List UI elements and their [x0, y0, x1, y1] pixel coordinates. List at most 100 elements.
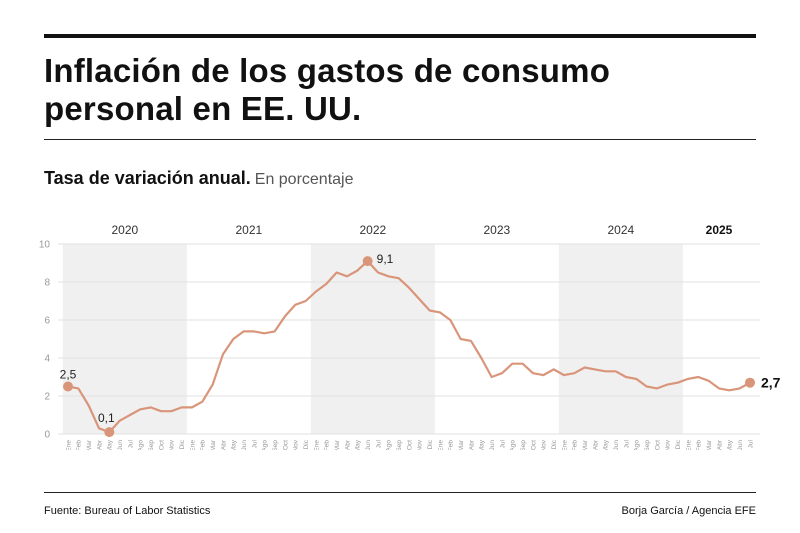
month-tick-label: Mar	[210, 439, 217, 450]
month-tick-label: Dic	[675, 439, 682, 449]
year-label: 2021	[235, 223, 262, 237]
month-tick-label: Ago	[138, 440, 145, 450]
year-band	[558, 244, 683, 434]
annotations: 2,5 0,1 9,1 2,7	[60, 252, 781, 438]
y-tick-label: 0	[44, 430, 50, 441]
month-tick-label: May	[603, 439, 610, 450]
month-tick-label: Oct	[406, 440, 413, 450]
gridlines	[58, 243, 760, 435]
month-tick-label: Ene	[437, 440, 444, 450]
month-tick-label: Sep	[644, 440, 651, 450]
month-tick-label: Abr	[468, 439, 475, 450]
year-label: 2025	[706, 223, 733, 237]
month-tick-label: Ago	[510, 440, 517, 450]
month-tick-label: Oct	[530, 440, 537, 450]
month-tick-label: Ago	[386, 440, 393, 450]
month-tick-label: Mar	[334, 439, 341, 450]
data-point-marker	[362, 256, 373, 267]
year-label: 2023	[483, 223, 510, 237]
month-tick-label: Jul	[127, 439, 134, 448]
month-tick-label: Ene	[685, 440, 692, 450]
year-labels: 2020 2021 2022 2023 2024 2025	[111, 223, 732, 237]
month-tick-label: Mar	[86, 439, 93, 450]
month-tick-label: Dic	[551, 439, 558, 449]
month-tick-label: Ago	[262, 440, 269, 450]
data-point-marker	[745, 377, 755, 388]
month-tick-label: May	[107, 439, 114, 450]
month-tick-label: Mar	[458, 439, 465, 450]
data-label: 0,1	[98, 411, 115, 425]
month-tick-label: May	[727, 439, 734, 450]
inflation-line	[66, 260, 752, 434]
month-tick-label: Dic	[427, 439, 434, 449]
credit-note: Borja García / Agencia EFE	[621, 505, 756, 517]
month-ticks: Ene Feb Mar Abr May Jun Jul Ago Sep Oct Nov Dic Ene F…	[65, 439, 754, 450]
chart-subtitle: Tasa de variación anual. En porcentaje	[44, 168, 354, 189]
month-tick-label: Nov	[169, 439, 176, 450]
month-tick-label: Sep	[272, 440, 279, 450]
chart-title: Inflación de los gastos de consumo perso…	[44, 52, 611, 127]
title-divider	[44, 139, 756, 140]
month-tick-label: May	[355, 439, 362, 450]
month-tick-label: Sep	[148, 440, 155, 450]
year-band	[310, 244, 435, 434]
data-point-marker	[104, 427, 115, 438]
footer-divider	[44, 492, 756, 493]
month-tick-label: Jun	[613, 440, 620, 450]
month-tick-label: Oct	[158, 440, 165, 450]
data-label: 9,1	[377, 252, 394, 266]
top-rule	[44, 34, 756, 38]
month-tick-label: Feb	[448, 440, 455, 450]
month-tick-label: Abr	[96, 439, 103, 450]
month-tick-label: Dic	[179, 439, 186, 449]
month-tick-label: Mar	[582, 439, 589, 450]
data-point-marker	[63, 381, 73, 392]
month-tick-label: Jun	[737, 440, 744, 450]
y-tick-label: 6	[44, 316, 50, 327]
month-tick-label: Jun	[489, 440, 496, 450]
month-tick-label: Ene	[65, 440, 72, 450]
year-bands	[62, 244, 683, 434]
year-label: 2020	[111, 223, 138, 237]
month-tick-label: Dic	[303, 439, 310, 449]
y-tick-label: 2	[44, 392, 50, 403]
month-tick-label: Feb	[696, 440, 703, 450]
month-tick-label: Ene	[189, 440, 196, 450]
month-tick-label: May	[231, 439, 238, 450]
y-tick-label: 10	[39, 240, 51, 251]
month-tick-label: Ene	[313, 440, 320, 450]
month-tick-label: Nov	[541, 439, 548, 450]
month-tick-label: Feb	[76, 440, 83, 450]
month-tick-label: Oct	[282, 440, 289, 450]
month-tick-label: Abr	[592, 439, 599, 450]
month-tick-label: Ago	[634, 440, 641, 450]
month-tick-label: Feb	[572, 440, 579, 450]
month-tick-label: Sep	[520, 440, 527, 450]
y-axis-ticks: 0 2 4 6 8 10	[39, 240, 51, 441]
month-tick-label: Ene	[561, 440, 568, 450]
month-tick-label: Jul	[623, 439, 630, 448]
subtitle-unit: En porcentaje	[254, 171, 354, 188]
year-label: 2024	[607, 223, 634, 237]
month-tick-label: Abr	[220, 439, 227, 450]
y-tick-label: 4	[44, 354, 50, 365]
month-tick-label: Abr	[344, 439, 351, 450]
data-label: 2,7	[761, 375, 781, 391]
month-tick-label: Nov	[417, 439, 424, 450]
month-tick-label: Oct	[654, 440, 661, 450]
month-tick-label: Jun	[241, 440, 248, 450]
month-tick-label: Jun	[365, 440, 372, 450]
y-tick-label: 8	[44, 278, 50, 289]
source-note: Fuente: Bureau of Labor Statistics	[44, 505, 211, 517]
month-tick-label: Jul	[375, 439, 382, 448]
year-label: 2022	[359, 223, 386, 237]
month-tick-label: Feb	[200, 440, 207, 450]
subtitle-main: Tasa de variación anual.	[44, 168, 251, 188]
month-tick-label: Nov	[293, 439, 300, 450]
month-tick-label: Jul	[499, 439, 506, 448]
month-tick-label: Nov	[665, 439, 672, 450]
month-tick-label: May	[479, 439, 486, 450]
month-tick-label: Jul	[251, 439, 258, 448]
month-tick-label: Sep	[396, 440, 403, 450]
